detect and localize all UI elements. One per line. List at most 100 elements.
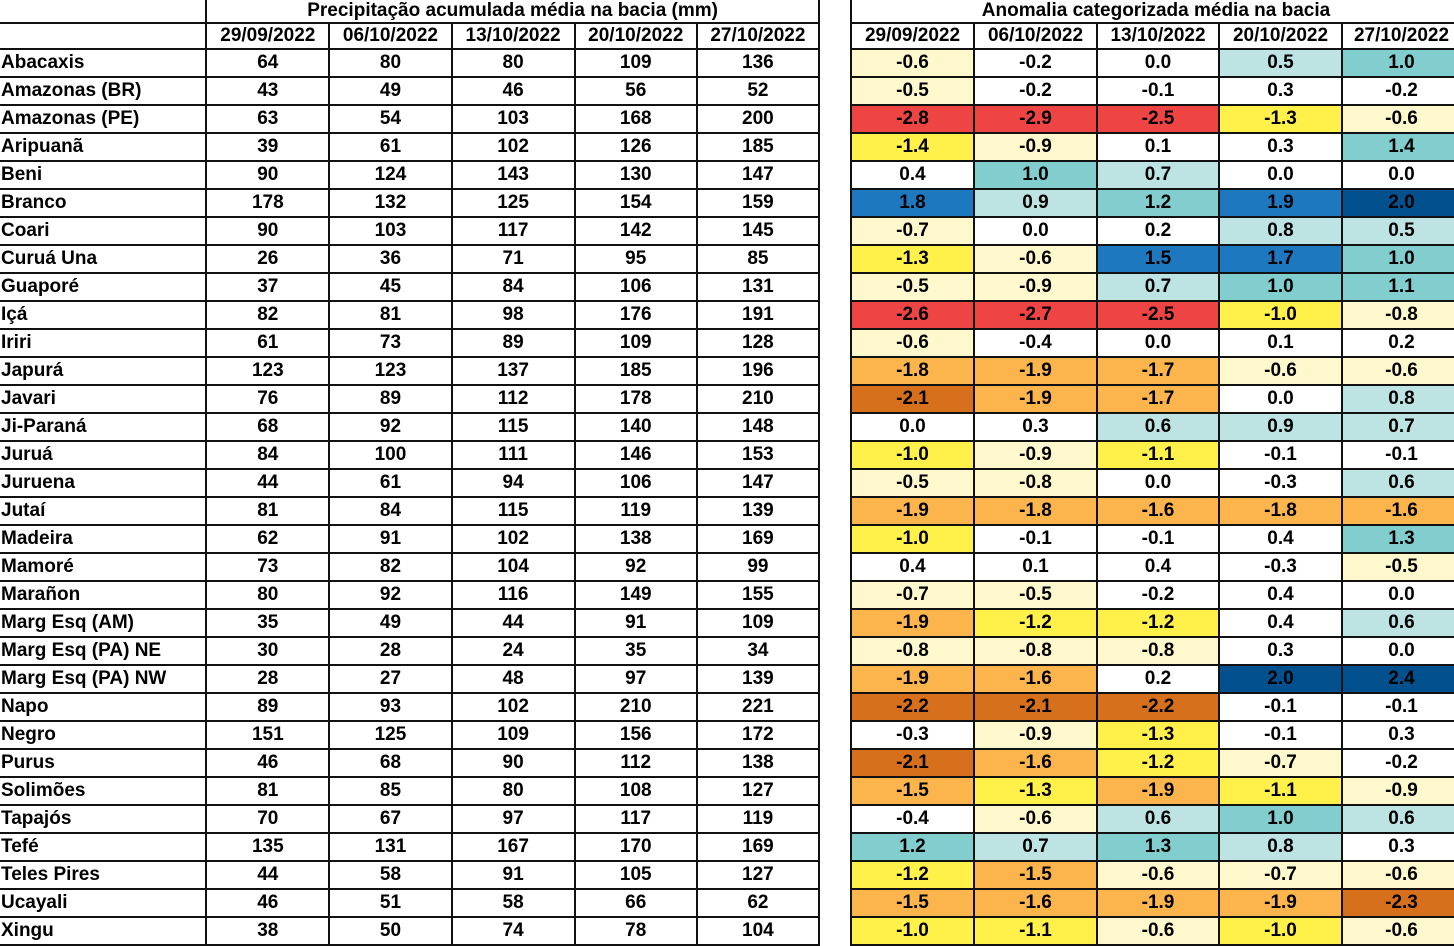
anomaly-value: 1.9 — [1218, 188, 1343, 218]
basin-name: Marg Esq (PA) NE — [0, 636, 208, 666]
precip-value: 124 — [328, 160, 453, 190]
anomaly-value: 0.0 — [973, 216, 1098, 246]
anomaly-value: 0.0 — [1341, 580, 1454, 610]
anomaly-value: -1.9 — [850, 664, 975, 694]
precip-value: 81 — [328, 300, 453, 330]
anomaly-value: 1.3 — [1341, 524, 1454, 554]
precip-value: 140 — [573, 412, 698, 442]
anomaly-value: 1.8 — [850, 188, 975, 218]
anomaly-value: 0.1 — [973, 552, 1098, 582]
precip-value: 81 — [205, 776, 331, 806]
basin-name: Amazonas (BR) — [0, 76, 208, 106]
date-header: 29/09/2022 — [205, 22, 331, 50]
precip-value: 185 — [695, 132, 821, 162]
precip-value: 191 — [695, 300, 821, 330]
anomaly-value: 0.2 — [1096, 664, 1220, 694]
precip-value: 98 — [450, 300, 576, 330]
precip-value: 130 — [573, 160, 698, 190]
anomaly-value: 0.7 — [1341, 412, 1454, 442]
anomaly-value: 0.3 — [973, 412, 1098, 442]
anomaly-value: -1.3 — [1218, 104, 1343, 134]
table-row: Abacaxis 64 80 80 109 136 — [0, 48, 821, 78]
precip-value: 116 — [450, 580, 576, 610]
anomaly-value: -1.8 — [973, 496, 1098, 526]
precip-value: 115 — [450, 412, 576, 442]
anomaly-value: -2.1 — [850, 748, 975, 778]
precip-value: 97 — [573, 664, 698, 694]
precip-value: 24 — [450, 636, 576, 666]
basin-name: Curuá Una — [0, 244, 208, 274]
anomaly-value: -1.3 — [850, 244, 975, 274]
precip-value: 210 — [695, 384, 821, 414]
anomaly-value: 1.4 — [1341, 132, 1454, 162]
precip-value: 93 — [328, 692, 453, 722]
basin-name: Juruá — [0, 440, 208, 470]
date-header: 29/09/2022 — [850, 22, 975, 50]
precip-value: 172 — [695, 720, 821, 750]
precip-value: 125 — [450, 188, 576, 218]
precip-value: 117 — [573, 804, 698, 834]
date-header: 27/10/2022 — [695, 22, 821, 50]
precip-value: 142 — [573, 216, 698, 246]
anomaly-value: -0.7 — [850, 580, 975, 610]
precip-value: 99 — [695, 552, 821, 582]
precip-value: 117 — [450, 216, 576, 246]
precip-value: 221 — [695, 692, 821, 722]
table-row: Amazonas (BR) 43 49 46 56 52 — [0, 76, 821, 106]
precip-value: 146 — [573, 440, 698, 470]
table-row: 1.2 0.7 1.3 0.8 0.3 — [850, 832, 1454, 862]
anomaly-value: 0.2 — [1096, 216, 1220, 246]
anomaly-value: -0.2 — [1341, 748, 1454, 778]
anomaly-value: 0.1 — [1096, 132, 1220, 162]
date-header: 06/10/2022 — [328, 22, 453, 50]
anomaly-value: 1.0 — [973, 160, 1098, 190]
anomaly-value: -1.0 — [850, 524, 975, 554]
anomaly-value: 0.0 — [1218, 384, 1343, 414]
precip-value: 71 — [450, 244, 576, 274]
anomaly-value: 0.6 — [1341, 608, 1454, 638]
basin-name: Tefé — [0, 832, 208, 862]
anomaly-value: 1.0 — [1341, 244, 1454, 274]
anomaly-value: 1.0 — [1341, 48, 1454, 78]
table-row: -2.1 -1.6 -1.2 -0.7 -0.2 — [850, 748, 1454, 778]
precip-value: 39 — [205, 132, 331, 162]
precip-value: 37 — [205, 272, 331, 302]
anomaly-value: -0.5 — [1341, 552, 1454, 582]
precip-value: 127 — [695, 860, 821, 890]
anomaly-value: -0.1 — [1218, 440, 1343, 470]
anomaly-value: -0.1 — [973, 524, 1098, 554]
date-header: 13/10/2022 — [1096, 22, 1220, 50]
precip-value: 73 — [205, 552, 331, 582]
precip-value: 106 — [573, 468, 698, 498]
anomaly-value: 0.4 — [1096, 552, 1220, 582]
precip-value: 43 — [205, 76, 331, 106]
anomaly-value: -1.0 — [850, 916, 975, 946]
anomaly-value: -2.2 — [850, 692, 975, 722]
anomaly-value: -0.1 — [1096, 524, 1220, 554]
anomaly-value: -0.5 — [973, 580, 1098, 610]
precip-value: 95 — [573, 244, 698, 274]
precip-value: 73 — [328, 328, 453, 358]
basin-name: Guaporé — [0, 272, 208, 302]
anomaly-value: -0.2 — [1096, 580, 1220, 610]
table-row: -0.8 -0.8 -0.8 0.3 0.0 — [850, 636, 1454, 666]
anomaly-value: -1.2 — [1096, 608, 1220, 638]
precip-value: 128 — [695, 328, 821, 358]
table-row: -1.9 -1.8 -1.6 -1.8 -1.6 — [850, 496, 1454, 526]
anomaly-value: -0.2 — [973, 76, 1098, 106]
precipitation-table: Precipitação acumulada média na bacia (m… — [0, 0, 821, 946]
precip-value: 78 — [573, 916, 698, 946]
anomaly-value: -1.1 — [1096, 440, 1220, 470]
precip-value: 154 — [573, 188, 698, 218]
basin-name: Juruena — [0, 468, 208, 498]
anomaly-value: -0.8 — [1096, 636, 1220, 666]
anomaly-value: -2.5 — [1096, 104, 1220, 134]
precip-value: 80 — [450, 776, 576, 806]
precip-value: 92 — [328, 580, 453, 610]
precip-value: 111 — [450, 440, 576, 470]
table-row: -2.8 -2.9 -2.5 -1.3 -0.6 — [850, 104, 1454, 134]
precip-value: 104 — [695, 916, 821, 946]
anomaly-value: 2.0 — [1218, 664, 1343, 694]
anomaly-value: -0.6 — [1341, 104, 1454, 134]
anomaly-value: -1.9 — [1096, 776, 1220, 806]
